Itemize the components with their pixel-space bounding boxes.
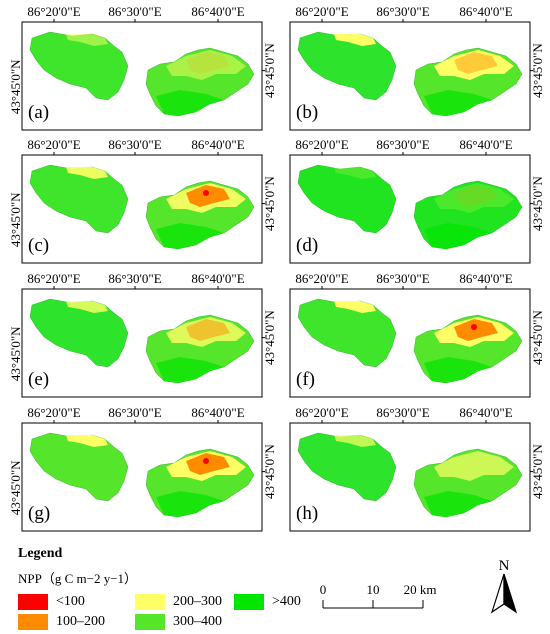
legend-swatch — [18, 614, 48, 630]
legend-label: 300–400 — [173, 614, 222, 630]
x-tick-label: 86°20'0"E — [295, 137, 348, 152]
region-east-red — [471, 324, 477, 330]
map-panel-f: 86°20'0"E 86°30'0"E 86°40'0"E 43°45'0"N (f) — [278, 271, 548, 405]
x-tick-label: 86°20'0"E — [27, 271, 80, 286]
map-panel-h: 86°20'0"E 86°30'0"E 86°40'0"E 43°45'0"N (h) — [278, 405, 548, 539]
x-tick-label: 86°40'0"E — [191, 405, 244, 420]
scale-tick-0: 0 — [320, 582, 327, 597]
x-tick-label: 86°40'0"E — [459, 137, 512, 152]
y-tick-label: 43°45'0"N — [8, 192, 23, 247]
map-panel-e: 86°20'0"E 86°30'0"E 86°40'0"E 43°45'0"N 43°4… — [10, 271, 280, 405]
x-tick-label: 86°20'0"E — [295, 405, 348, 420]
scale-tick-20: 20 km — [404, 582, 437, 597]
x-tick-label: 86°20'0"E — [295, 4, 348, 19]
x-tick-label: 86°40'0"E — [459, 4, 512, 19]
north-arrow-left — [492, 574, 504, 612]
legend-swatch — [135, 594, 165, 610]
legend-title: Legend — [18, 546, 62, 562]
map-svg: 86°20'0"E 86°30'0"E 86°40'0"E 43°45'0"N 43°4… — [10, 271, 280, 405]
map-svg: 86°20'0"E 86°30'0"E 86°40'0"E 43°45'0"N 43°4… — [10, 137, 280, 271]
map-svg: 86°20'0"E 86°30'0"E 86°40'0"E 43°45'0"N (f) — [278, 271, 548, 405]
legend-label: 200–300 — [173, 594, 222, 610]
north-arrow-icon: N — [486, 556, 522, 616]
x-tick-label: 86°30'0"E — [376, 405, 429, 420]
panel-label: (g) — [28, 503, 50, 524]
x-tick-label: 86°40'0"E — [191, 137, 244, 152]
map-panel-d: 86°20'0"E 86°30'0"E 86°40'0"E 43°45'0"N (d) — [278, 137, 548, 271]
legend-subtitle: NPP（g C m−2 y−1） — [18, 568, 137, 587]
x-tick-label: 86°40'0"E — [191, 271, 244, 286]
x-tick-label: 86°30'0"E — [108, 271, 161, 286]
panel-label: (a) — [28, 102, 49, 123]
x-tick-label: 86°40'0"E — [459, 405, 512, 420]
x-tick-label: 86°20'0"E — [27, 137, 80, 152]
panel-label: (c) — [28, 235, 49, 256]
legend-label: >400 — [272, 594, 301, 610]
legend-item-gt400: >400 — [234, 592, 301, 612]
y-tick-label: 43°45'0"N — [8, 326, 23, 381]
legend-swatch — [135, 614, 165, 630]
panel-label: (f) — [296, 369, 315, 390]
x-tick-label: 86°20'0"E — [27, 405, 80, 420]
legend-label: <100 — [56, 594, 85, 610]
x-tick-label: 86°30'0"E — [108, 405, 161, 420]
map-panel-b: 86°20'0"E 86°30'0"E 86°40'0"E 43°45'0"N (b) — [278, 4, 548, 138]
y-tick-label: 43°45'0"N — [8, 460, 23, 515]
map-panel-c: 86°20'0"E 86°30'0"E 86°40'0"E 43°45'0"N 43°4… — [10, 137, 280, 271]
map-svg: 86°20'0"E 86°30'0"E 86°40'0"E 43°45'0"N 43°4… — [10, 405, 280, 539]
map-svg: 86°20'0"E 86°30'0"E 86°40'0"E 43°45'0"N (b) — [278, 4, 548, 138]
panel-label: (b) — [296, 102, 318, 123]
panel-label: (h) — [296, 503, 318, 524]
panel-label: (d) — [296, 235, 318, 256]
north-label: N — [499, 558, 510, 574]
legend-swatch — [18, 594, 48, 610]
scale-bar: 0 10 20 km — [318, 578, 448, 618]
legend-item-100-200: 100–200 — [18, 612, 105, 632]
legend-label: 100–200 — [56, 614, 105, 630]
legend-item-200-300: 200–300 — [135, 592, 222, 612]
legend-item-lt100: <100 — [18, 592, 85, 612]
x-tick-label: 86°30'0"E — [376, 4, 429, 19]
region-east-red — [203, 458, 209, 464]
x-tick-label: 86°30'0"E — [376, 271, 429, 286]
map-svg: 86°20'0"E 86°30'0"E 86°40'0"E43°45'0"N(d) — [278, 137, 548, 271]
map-svg: 86°20'0"E 86°30'0"E 86°40'0"E 43°45'0"N (h) — [278, 405, 548, 539]
x-tick-label: 86°30'0"E — [108, 4, 161, 19]
x-tick-label: 86°20'0"E — [27, 4, 80, 19]
x-tick-label: 86°40'0"E — [459, 271, 512, 286]
map-svg: 86°20'0"E 86°30'0"E 86°40'0"E 43°45'0"N 43°4… — [10, 4, 280, 138]
region-east-red — [203, 190, 209, 196]
x-tick-label: 86°40'0"E — [191, 4, 244, 19]
map-panel-a: 86°20'0"E 86°30'0"E 86°40'0"E 43°45'0"N 43°4… — [10, 4, 280, 138]
scale-tick-10: 10 — [367, 582, 380, 597]
x-tick-label: 86°20'0"E — [295, 271, 348, 286]
panel-label: (e) — [28, 369, 49, 390]
y-tick-label: 43°45'0"N — [8, 59, 23, 114]
legend-item-300-400: 300–400 — [135, 612, 222, 632]
map-panel-g: 86°20'0"E 86°30'0"E 86°40'0"E 43°45'0"N 43°4… — [10, 405, 280, 539]
legend-swatch — [234, 594, 264, 610]
x-tick-label: 86°30'0"E — [108, 137, 161, 152]
x-tick-label: 86°30'0"E — [376, 137, 429, 152]
north-arrow-right — [504, 574, 516, 612]
